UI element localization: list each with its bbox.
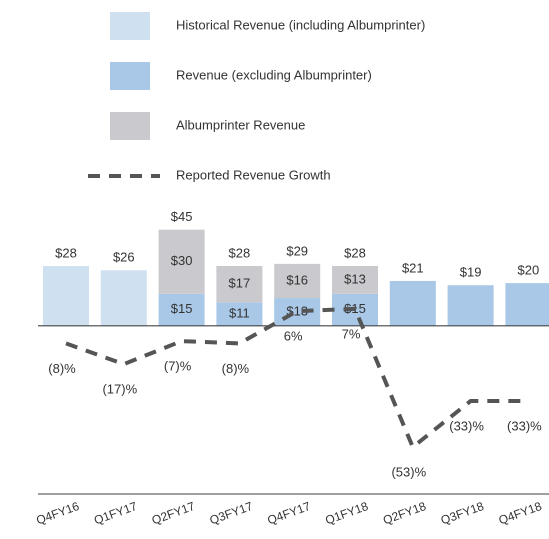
x-tick-label: Q4FY16	[34, 499, 81, 528]
bar-value-label: $15	[171, 301, 193, 316]
bar	[216, 302, 263, 326]
bar-value-label: $13	[344, 271, 366, 286]
growth-label: 7%	[342, 326, 361, 341]
growth-line	[65, 306, 529, 451]
growth-label: 6%	[284, 329, 303, 344]
x-tick-label: Q3FY18	[439, 499, 486, 528]
growth-label: (8)%	[48, 361, 76, 376]
bar	[158, 229, 205, 294]
growth-label: (7)%	[164, 359, 192, 374]
bar-value-label: $17	[229, 276, 251, 291]
legend-label: Reported Revenue Growth	[176, 167, 331, 182]
growth-label: (8)%	[222, 361, 250, 376]
growth-label: (33)%	[449, 418, 484, 433]
x-tick-label: Q4FY17	[266, 499, 313, 528]
bar	[447, 285, 494, 326]
bar	[100, 270, 147, 326]
x-tick-label: Q4FY18	[497, 499, 544, 528]
legend-swatch	[110, 12, 150, 40]
total-label: $28	[229, 245, 251, 260]
bar-value-label: $28	[55, 245, 77, 260]
total-label: $28	[344, 245, 366, 260]
legend-label: Albumprinter Revenue	[176, 117, 305, 132]
total-label: $29	[286, 243, 308, 258]
bar	[389, 280, 436, 326]
bar-value-label: $26	[113, 250, 135, 265]
bar-value-label: $30	[171, 253, 193, 268]
x-tick-label: Q1FY17	[92, 499, 139, 528]
bar	[158, 293, 205, 326]
bar	[274, 263, 321, 299]
total-label: $45	[171, 209, 193, 224]
bar	[43, 266, 89, 326]
legend-label: Revenue (excluding Albumprinter)	[176, 67, 372, 82]
x-tick-label: Q2FY18	[381, 499, 428, 528]
bar-value-label: $19	[460, 265, 482, 280]
bar	[332, 266, 378, 294]
growth-label: (33)%	[507, 418, 542, 433]
legend-swatch	[110, 112, 150, 140]
x-tick-label: Q3FY17	[208, 499, 255, 528]
bar-value-label: $20	[518, 263, 540, 278]
legend-label: Historical Revenue (including Albumprint…	[176, 17, 425, 32]
bar	[216, 266, 263, 303]
legend-swatch	[110, 62, 150, 90]
x-tick-label: Q1FY18	[323, 499, 370, 528]
bar	[505, 283, 549, 326]
bar-value-label: $16	[286, 272, 308, 287]
growth-label: (53)%	[391, 465, 426, 480]
bar-value-label: $21	[402, 260, 424, 275]
bar-value-label: $11	[229, 306, 250, 321]
x-tick-label: Q2FY17	[150, 499, 197, 528]
growth-label: (17)%	[102, 382, 137, 397]
